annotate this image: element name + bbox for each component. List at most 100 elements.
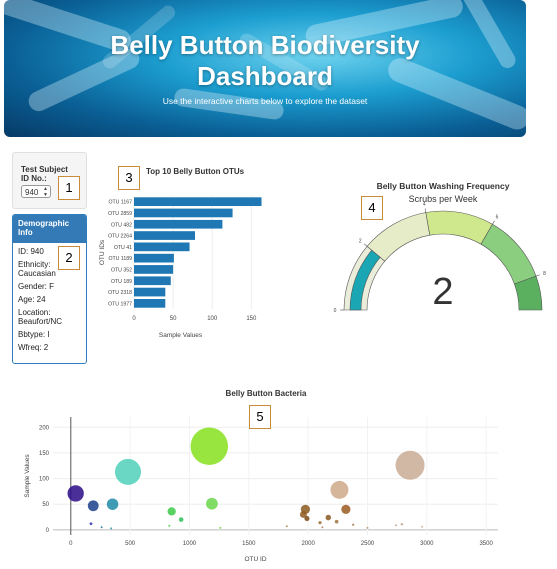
bubble-point xyxy=(89,522,93,526)
bar xyxy=(134,242,190,252)
bubble-point xyxy=(341,504,351,514)
gauge-tick-label: 6 xyxy=(496,214,499,220)
bubble-y-tick-label: 0 xyxy=(46,528,50,534)
test-subject-label: Test Subject ID No.: xyxy=(21,165,81,183)
demographic-info-panel: Demographic Info ID: 940 Ethnicity: Cauca… xyxy=(12,214,87,364)
demographic-row: Age: 24 xyxy=(18,295,46,304)
bar-y-tick-label: OTU 2264 xyxy=(108,234,132,240)
bar xyxy=(134,208,233,218)
bubble-point xyxy=(190,427,229,465)
page-title-line2: Dashboard xyxy=(197,61,333,91)
bubble-y-tick-label: 150 xyxy=(39,451,50,457)
bar-x-tick-label: 0 xyxy=(132,316,136,322)
gauge-step xyxy=(425,210,493,245)
bubble-point xyxy=(330,480,349,499)
bubble-point xyxy=(115,458,141,485)
bubble-point xyxy=(334,519,339,524)
callout-3: 3 xyxy=(118,166,140,190)
bubble-x-axis-label: OTU ID xyxy=(244,556,266,563)
bar-x-tick-label: 150 xyxy=(246,316,257,322)
gauge-step xyxy=(480,223,537,285)
bubble-point xyxy=(100,526,103,529)
bar-y-tick-label: OTU 352 xyxy=(111,267,132,273)
bar-y-tick-label: OTU 2318 xyxy=(108,290,132,296)
demographic-title-line2: Info xyxy=(18,228,33,237)
callout-5: 5 xyxy=(249,405,271,429)
bar xyxy=(134,219,223,229)
bubble-point xyxy=(304,516,310,522)
bubble-point xyxy=(87,500,99,512)
bar xyxy=(134,253,174,263)
bubble-point xyxy=(366,526,369,529)
gauge-tick-label: 8 xyxy=(543,271,546,277)
bar-y-tick-label: OTU 2859 xyxy=(108,211,132,217)
demographic-row: ID: 940 xyxy=(18,247,44,256)
gauge-tick xyxy=(363,243,368,247)
demographic-row: Bbtype: I xyxy=(18,330,50,339)
bubble-chart-title: Belly Button Bacteria xyxy=(226,389,307,398)
gauge-tick-label: 2 xyxy=(359,239,362,245)
page-title-line1: Belly Button Biodiversity xyxy=(110,30,420,60)
bar-y-tick-label: OTU 1977 xyxy=(108,301,132,307)
page-subtitle: Use the interactive charts below to expl… xyxy=(162,96,368,106)
bacteria-background-image xyxy=(4,0,526,130)
bar-y-axis-label: OTU IDs xyxy=(99,239,106,265)
page-title: Belly Button Biodiversity Dashboard xyxy=(4,30,526,92)
bar xyxy=(134,287,166,297)
bar xyxy=(134,197,262,206)
bubble-point xyxy=(394,524,397,527)
gauge-tick-label: 4 xyxy=(423,202,426,208)
bubble-point xyxy=(318,521,322,525)
bar-x-axis-label: Sample Values xyxy=(159,332,203,339)
bubble-x-tick-label: 3000 xyxy=(420,541,434,547)
gauge-tick xyxy=(492,220,495,225)
test-subject-selected-value: 940 xyxy=(25,188,39,197)
bubble-point xyxy=(395,450,425,480)
bubble-x-tick-label: 2500 xyxy=(361,541,375,547)
bar-x-tick-label: 100 xyxy=(207,316,218,322)
test-subject-selector-panel: Test Subject ID No.: 940 ▲ ▼ xyxy=(12,152,87,209)
bubble-y-axis-label: Sample Values xyxy=(24,454,31,498)
bar-x-tick-label: 50 xyxy=(170,316,177,322)
bubble-point xyxy=(400,522,404,526)
test-subject-label-line2: ID No.: xyxy=(21,174,47,183)
gauge-title: Belly Button Washing Frequency xyxy=(377,181,510,191)
bubble-y-tick-label: 50 xyxy=(42,502,49,508)
bubble-x-tick-label: 3500 xyxy=(479,541,493,547)
bubble-point xyxy=(106,498,119,510)
gauge-value: 2 xyxy=(432,271,453,313)
bubble-point xyxy=(325,514,332,521)
bubble-point xyxy=(421,525,424,528)
callout-2: 2 xyxy=(58,246,80,270)
header-banner: Belly Button Biodiversity Dashboard Use … xyxy=(4,0,526,137)
gauge-tick-label: 0 xyxy=(334,308,337,314)
demographic-info-list: ID: 940 Ethnicity: Caucasian Gender: F Age:… xyxy=(13,243,86,360)
gauge-tick xyxy=(424,208,427,213)
bubble-point xyxy=(110,527,113,530)
demographic-info-title: Demographic Info xyxy=(13,215,86,243)
demographic-row: Ethnicity: Caucasian xyxy=(18,260,56,278)
bubble-x-tick-label: 1500 xyxy=(242,541,256,547)
bubble-point xyxy=(299,511,307,518)
gauge-subtitle: Scrubs per Week xyxy=(409,194,478,204)
bubble-x-tick-label: 2000 xyxy=(301,541,315,547)
stepper-arrows-icon: ▲ ▼ xyxy=(43,186,48,198)
bubble-point xyxy=(352,523,355,526)
bubble-point xyxy=(67,485,84,502)
gauge-step xyxy=(514,275,543,311)
test-subject-dropdown[interactable]: 940 ▲ ▼ xyxy=(21,185,51,198)
gauge-tick xyxy=(535,274,540,277)
bubble-point xyxy=(178,517,184,522)
bubble-point xyxy=(219,526,222,529)
bubble-x-tick-label: 0 xyxy=(69,541,73,547)
bar-y-tick-label: OTU 482 xyxy=(111,222,132,228)
bar-chart-title: Top 10 Belly Button OTUs xyxy=(146,167,245,176)
bubble-point xyxy=(167,507,176,516)
bubble-y-tick-label: 100 xyxy=(39,477,50,483)
bubble-x-tick-label: 1000 xyxy=(183,541,197,547)
demographic-row: Location: Beaufort/NC xyxy=(18,308,63,326)
bar-y-tick-label: OTU 1189 xyxy=(108,256,132,262)
callout-1: 1 xyxy=(58,176,80,200)
gauge-value-bar xyxy=(349,249,381,311)
